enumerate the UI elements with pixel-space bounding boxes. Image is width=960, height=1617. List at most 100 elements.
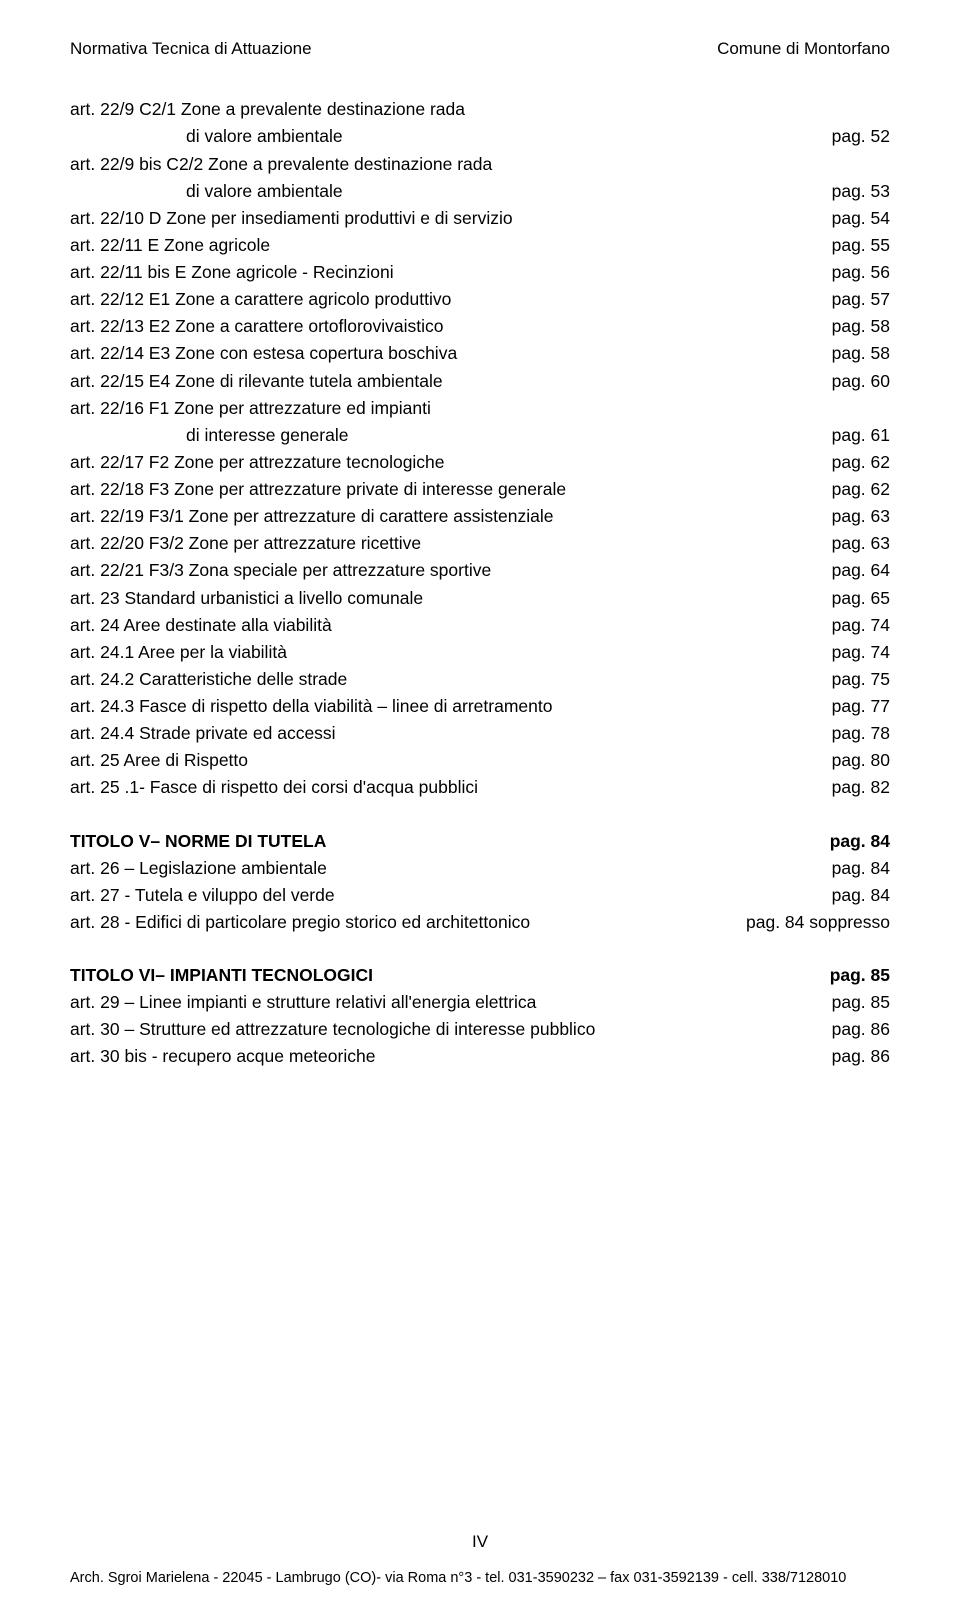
toc-label: di valore ambientale — [70, 178, 820, 205]
toc-label: di valore ambientale — [70, 123, 820, 150]
toc-page: pag. 62 — [820, 449, 890, 476]
toc-page: pag. 61 — [820, 422, 890, 449]
toc-row: TITOLO V– NORME DI TUTELApag. 84 — [70, 828, 890, 855]
toc-row: art. 22/19 F3/1 Zone per attrezzature di… — [70, 503, 890, 530]
toc-page: pag. 56 — [820, 259, 890, 286]
toc-page: pag. 78 — [820, 720, 890, 747]
section-title: TITOLO V– NORME DI TUTELA — [70, 828, 818, 855]
toc-label: art. 30 – Strutture ed attrezzature tecn… — [70, 1016, 820, 1043]
toc-page: pag. 64 — [820, 557, 890, 584]
toc-label: art. 24.2 Caratteristiche delle strade — [70, 666, 820, 693]
toc-label: art. 28 - Edifici di particolare pregio … — [70, 909, 734, 936]
toc-page: pag. 74 — [820, 612, 890, 639]
toc-page: pag. 82 — [820, 774, 890, 801]
toc-row: art. 22/21 F3/3 Zona speciale per attrez… — [70, 557, 890, 584]
toc-page: pag. 75 — [820, 666, 890, 693]
toc-row: art. 30 bis - recupero acque meteorichep… — [70, 1043, 890, 1070]
toc-page: pag. 77 — [820, 693, 890, 720]
toc-label: art. 22/13 E2 Zone a carattere ortofloro… — [70, 313, 820, 340]
toc-page: pag. 53 — [820, 178, 890, 205]
toc-page: pag. 63 — [820, 503, 890, 530]
toc-row: art. 24.3 Fasce di rispetto della viabil… — [70, 693, 890, 720]
toc-page: pag. 52 — [820, 123, 890, 150]
toc-label: art. 22/17 F2 Zone per attrezzature tecn… — [70, 449, 820, 476]
header-left: Normativa Tecnica di Attuazione — [70, 36, 312, 62]
toc-label: art. 23 Standard urbanistici a livello c… — [70, 585, 820, 612]
toc-label: art. 22/20 F3/2 Zone per attrezzature ri… — [70, 530, 820, 557]
toc-row: art. 22/16 F1 Zone per attrezzature ed i… — [70, 395, 890, 422]
toc-label: art. 25 Aree di Rispetto — [70, 747, 820, 774]
toc-page: pag. 84 soppresso — [734, 909, 890, 936]
toc-row: art. 22/17 F2 Zone per attrezzature tecn… — [70, 449, 890, 476]
document-page: Normativa Tecnica di Attuazione Comune d… — [0, 0, 960, 1617]
toc-label: art. 22/14 E3 Zone con estesa copertura … — [70, 340, 820, 367]
toc-row: di interesse generalepag. 61 — [70, 422, 890, 449]
toc-page: pag. 84 — [818, 828, 890, 855]
toc-label: art. 24.3 Fasce di rispetto della viabil… — [70, 693, 820, 720]
toc-row: art. 22/13 E2 Zone a carattere ortofloro… — [70, 313, 890, 340]
toc-page: pag. 84 — [820, 855, 890, 882]
toc-page: pag. 58 — [820, 340, 890, 367]
toc-label: art. 30 bis - recupero acque meteoriche — [70, 1043, 820, 1070]
toc-label: art. 22/21 F3/3 Zona speciale per attrez… — [70, 557, 820, 584]
toc-row: art. 22/14 E3 Zone con estesa copertura … — [70, 340, 890, 367]
toc-label: art. 22/10 D Zone per insediamenti produ… — [70, 205, 820, 232]
page-header: Normativa Tecnica di Attuazione Comune d… — [70, 36, 890, 62]
page-number-roman: IV — [0, 1529, 960, 1555]
toc-page: pag. 86 — [820, 1016, 890, 1043]
toc-row: art. 24 Aree destinate alla viabilitàpag… — [70, 612, 890, 639]
toc-label: art. 22/11 E Zone agricole — [70, 232, 820, 259]
toc-row: art. 24.4 Strade private ed accessipag. … — [70, 720, 890, 747]
toc-label: art. 22/12 E1 Zone a carattere agricolo … — [70, 286, 820, 313]
toc-row: di valore ambientalepag. 52 — [70, 123, 890, 150]
toc-row: art. 30 – Strutture ed attrezzature tecn… — [70, 1016, 890, 1043]
toc-page: pag. 58 — [820, 313, 890, 340]
toc-label: art. 22/19 F3/1 Zone per attrezzature di… — [70, 503, 820, 530]
toc-page: pag. 85 — [818, 962, 890, 989]
toc-row: art. 22/9 C2/1 Zone a prevalente destina… — [70, 96, 890, 123]
toc-label: art. 22/15 E4 Zone di rilevante tutela a… — [70, 368, 820, 395]
toc-row: art. 24.2 Caratteristiche delle stradepa… — [70, 666, 890, 693]
toc-row: art. 28 - Edifici di particolare pregio … — [70, 909, 890, 936]
section-title: TITOLO VI– IMPIANTI TECNOLOGICI — [70, 962, 818, 989]
toc-row: di valore ambientalepag. 53 — [70, 178, 890, 205]
toc-page: pag. 55 — [820, 232, 890, 259]
toc-page: pag. 57 — [820, 286, 890, 313]
toc-label: art. 22/11 bis E Zone agricole - Recinzi… — [70, 259, 820, 286]
toc-row: art. 27 - Tutela e viluppo del verdepag.… — [70, 882, 890, 909]
toc-row: art. 29 – Linee impianti e strutture rel… — [70, 989, 890, 1016]
toc-label: art. 26 – Legislazione ambientale — [70, 855, 820, 882]
toc-page: pag. 86 — [820, 1043, 890, 1070]
toc-row: art. 22/12 E1 Zone a carattere agricolo … — [70, 286, 890, 313]
toc-label: art. 22/9 bis C2/2 Zone a prevalente des… — [70, 151, 890, 178]
toc-row: art. 23 Standard urbanistici a livello c… — [70, 585, 890, 612]
page-footer: Arch. Sgroi Marielena - 22045 - Lambrugo… — [70, 1567, 890, 1589]
toc-row: art. 25 Aree di Rispettopag. 80 — [70, 747, 890, 774]
toc-page: pag. 84 — [820, 882, 890, 909]
toc-label: art. 24.4 Strade private ed accessi — [70, 720, 820, 747]
toc-page: pag. 85 — [820, 989, 890, 1016]
toc-page: pag. 62 — [820, 476, 890, 503]
toc-page: pag. 65 — [820, 585, 890, 612]
toc-label: art. 22/9 C2/1 Zone a prevalente destina… — [70, 96, 890, 123]
header-right: Comune di Montorfano — [717, 36, 890, 62]
toc-row: art. 22/9 bis C2/2 Zone a prevalente des… — [70, 151, 890, 178]
toc-row: art. 24.1 Aree per la viabilitàpag. 74 — [70, 639, 890, 666]
toc-page: pag. 63 — [820, 530, 890, 557]
toc-row: art. 22/20 F3/2 Zone per attrezzature ri… — [70, 530, 890, 557]
toc-label: art. 25 .1- Fasce di rispetto dei corsi … — [70, 774, 820, 801]
toc-label: art. 22/18 F3 Zone per attrezzature priv… — [70, 476, 820, 503]
toc-label: art. 29 – Linee impianti e strutture rel… — [70, 989, 820, 1016]
toc-row: TITOLO VI– IMPIANTI TECNOLOGICIpag. 85 — [70, 962, 890, 989]
toc-row: art. 25 .1- Fasce di rispetto dei corsi … — [70, 774, 890, 801]
toc-label: art. 24.1 Aree per la viabilità — [70, 639, 820, 666]
toc-row: art. 22/11 bis E Zone agricole - Recinzi… — [70, 259, 890, 286]
toc-row: art. 22/11 E Zone agricolepag. 55 — [70, 232, 890, 259]
toc-page: pag. 54 — [820, 205, 890, 232]
toc-page: pag. 74 — [820, 639, 890, 666]
toc-row: art. 22/15 E4 Zone di rilevante tutela a… — [70, 368, 890, 395]
toc-page: pag. 80 — [820, 747, 890, 774]
toc-label: di interesse generale — [70, 422, 820, 449]
toc-row: art. 22/10 D Zone per insediamenti produ… — [70, 205, 890, 232]
toc-label: art. 24 Aree destinate alla viabilità — [70, 612, 820, 639]
